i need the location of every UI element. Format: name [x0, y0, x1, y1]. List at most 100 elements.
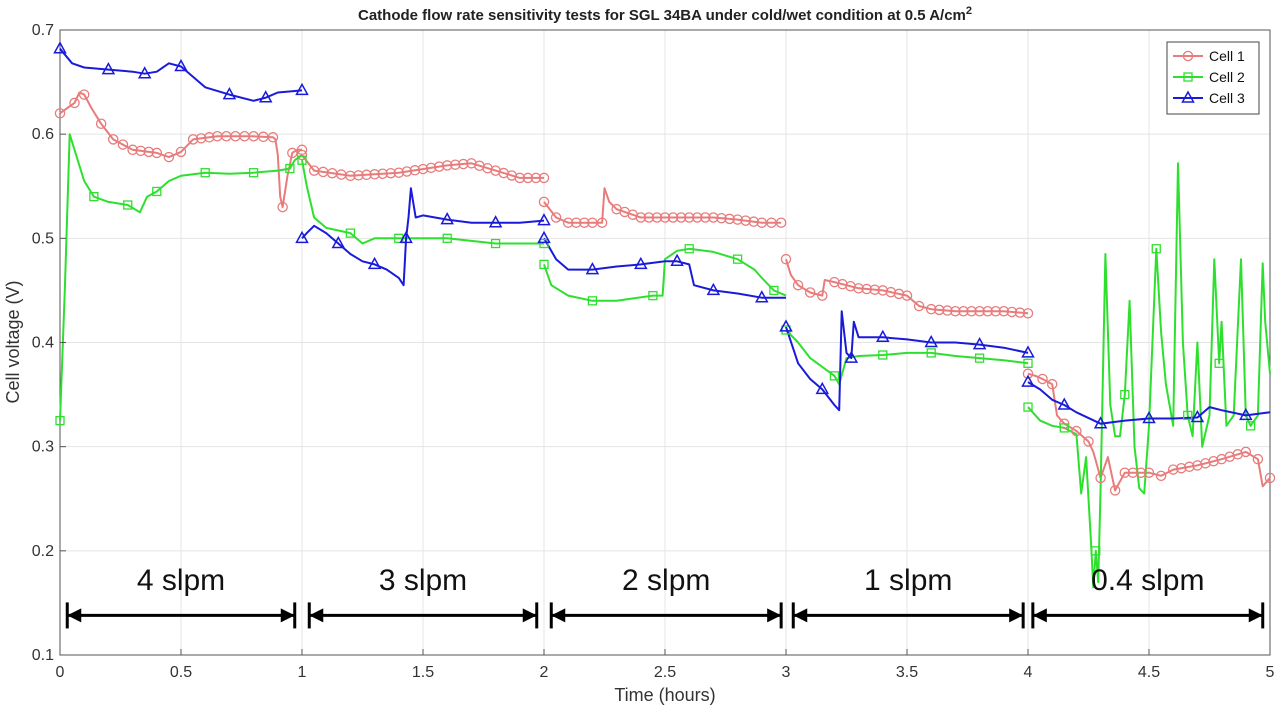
cell-1-marker [54, 108, 66, 119]
cell-3-marker [779, 319, 793, 332]
cell-2-marker [1023, 358, 1033, 368]
cell-2-marker [684, 244, 694, 254]
cell-1-marker [998, 305, 1010, 317]
cell-1-marker [1006, 306, 1018, 318]
cell-3-marker [1093, 416, 1108, 429]
cell-1-marker [724, 213, 735, 225]
cell-3-marker [634, 256, 648, 270]
cell-1-marker [716, 212, 727, 224]
y-axis-label: Cell voltage (V) [3, 280, 23, 403]
cell-1-marker [780, 253, 792, 265]
cell-3-marker [488, 215, 503, 228]
cell-1-marker [966, 305, 977, 317]
cell-2-marker [878, 350, 888, 360]
cell-1-marker [401, 166, 413, 177]
y-tick-label: 0.1 [32, 647, 54, 664]
x-tick-label: 3 [782, 664, 791, 681]
cell-3-marker [670, 253, 684, 266]
cell-1-marker [913, 300, 925, 312]
cell-1-marker [425, 162, 437, 174]
flow-rate-label: 3 slpm [379, 564, 467, 597]
cell-1-marker [579, 217, 590, 228]
cell-1-marker [845, 280, 856, 292]
cell-2-marker [781, 325, 791, 335]
cell-1-marker [195, 133, 207, 144]
cell-1-marker [1200, 458, 1211, 469]
cell-1-marker [1014, 307, 1026, 318]
cell-3-marker [1057, 397, 1072, 410]
cell-1-marker [1143, 467, 1155, 478]
cell-3-marker [258, 90, 273, 103]
cell-1-marker [450, 159, 461, 170]
cell-2-marker [1059, 423, 1069, 433]
cell-1-marker [692, 212, 703, 223]
cell-1-marker [1232, 449, 1243, 460]
cell-1-marker [708, 212, 719, 223]
cell-2-marker [1023, 402, 1033, 412]
cell-1-marker [336, 169, 347, 180]
cell-3-marker [972, 337, 987, 350]
cell-1-marker [377, 168, 388, 179]
chart-title: Cathode flow rate sensitivity tests for … [358, 5, 972, 24]
cell-1-marker [127, 144, 138, 156]
flow-arrow-head-right [767, 608, 782, 623]
cell-1-marker [506, 170, 517, 181]
y-tick-labels: 0.1 0.2 0.3 0.4 0.5 0.6 0.7 [32, 22, 66, 664]
cell-1-marker [353, 170, 364, 181]
cell-1-marker [683, 212, 695, 223]
cell-1-marker [643, 212, 655, 223]
cell-1-marker [277, 201, 288, 213]
cell-1-marker [740, 215, 751, 226]
cell-1-marker [369, 169, 380, 180]
cell-3-marker [537, 230, 551, 244]
grid [59, 29, 1271, 656]
cell-1-marker [659, 212, 671, 223]
cell-1-marker [143, 146, 154, 158]
cell-1-marker [651, 212, 663, 223]
cell-1-marker [1083, 436, 1094, 447]
cell-3-line [301, 187, 545, 287]
cell-3-marker [876, 329, 890, 343]
legend-cell-2-marker [1183, 72, 1193, 82]
flow-arrow-head-right [522, 608, 537, 623]
cell-1-marker [700, 212, 711, 223]
cell-3-marker [1021, 374, 1035, 387]
cell-1-marker [1252, 453, 1264, 465]
cell-2-marker [769, 285, 779, 296]
cell-1-marker [441, 160, 453, 171]
cell-1-marker [1176, 462, 1187, 474]
cell-1-marker [1192, 460, 1203, 471]
cell-3-line [543, 237, 786, 299]
cell-2-line [1027, 162, 1271, 589]
cell-3-marker [222, 87, 237, 100]
x-tick-label: 2.5 [654, 664, 676, 681]
cell-2-line [59, 133, 303, 421]
cell-2-marker [123, 200, 133, 210]
cell-1-marker [829, 276, 840, 288]
cell-1-marker [804, 287, 816, 298]
flow-arrow-head-right [1009, 608, 1024, 623]
cell-2-marker [829, 371, 840, 381]
legend-cell-3-marker [1181, 90, 1195, 103]
cell-1-marker [1264, 472, 1276, 484]
flow-rate-label: 0.4 slpm [1091, 564, 1204, 597]
cell-1-marker [853, 283, 864, 294]
cell-2-marker [732, 254, 743, 264]
cell-1-marker [1167, 464, 1179, 475]
cell-1-marker [163, 151, 175, 163]
cell-2-marker [345, 228, 356, 238]
y-tick-label: 0.2 [32, 543, 54, 560]
cell-1-marker [893, 288, 905, 300]
cell-1-marker [732, 214, 743, 225]
cell-1-marker [1109, 485, 1121, 496]
cell-2-marker [648, 290, 658, 301]
cell-3-marker [1190, 409, 1205, 423]
cell-3-marker [1021, 345, 1035, 358]
flow-arrow-head-right [280, 608, 295, 623]
cell-1-marker [1119, 467, 1131, 478]
x-tick-label: 0 [56, 664, 65, 681]
cell-3-marker [1142, 410, 1156, 424]
cell-1-marker [1071, 425, 1082, 437]
cell-3-marker [755, 290, 769, 303]
x-axis-label: Time (hours) [614, 685, 715, 705]
